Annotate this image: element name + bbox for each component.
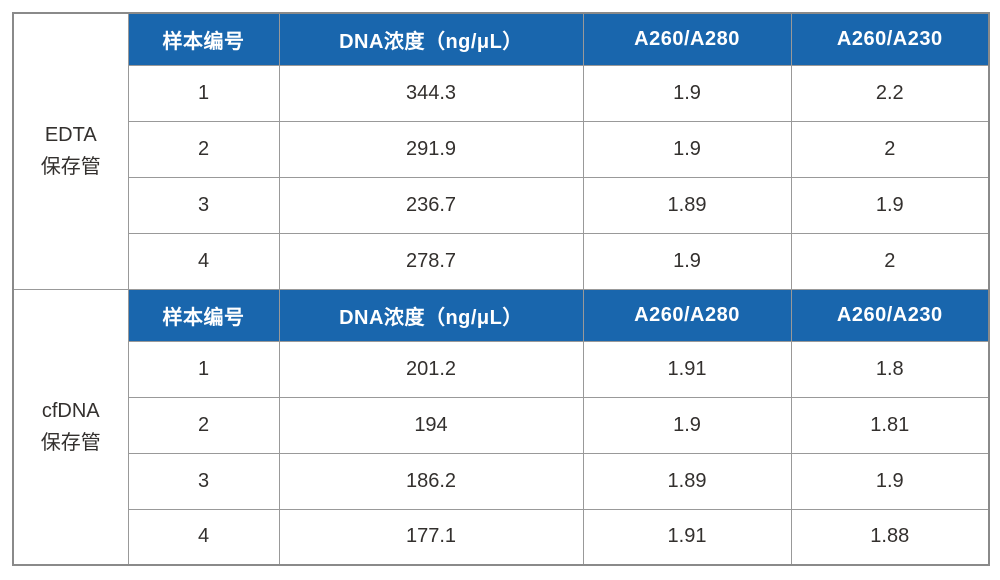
- cell-dna-concentration: 201.2: [278, 340, 584, 398]
- section-label-cfdna: cfDNA 保存管: [12, 288, 129, 566]
- table-row: 3 186.2 1.89 1.9: [13, 452, 990, 510]
- cell-a260-a280: 1.89: [582, 452, 792, 510]
- table-row: 1 344.3 1.9 2.2: [13, 64, 990, 122]
- cell-a260-a280: 1.91: [582, 508, 792, 566]
- cell-a260-a280: 1.9: [582, 64, 792, 122]
- column-header-dna-concentration: DNA浓度（ng/μL）: [278, 12, 584, 66]
- table-row: 2 291.9 1.9 2: [13, 120, 990, 178]
- cell-dna-concentration: 177.1: [278, 508, 584, 566]
- column-header-sample-id: 样本编号: [127, 12, 280, 66]
- cell-dna-concentration: 186.2: [278, 452, 584, 510]
- cell-sample-id: 2: [127, 120, 280, 178]
- cell-sample-id: 4: [127, 232, 280, 290]
- column-header-a260-a230: A260/A230: [790, 12, 990, 66]
- cell-sample-id: 1: [127, 340, 280, 398]
- column-header-a260-a280: A260/A280: [582, 288, 792, 342]
- cell-sample-id: 3: [127, 452, 280, 510]
- section-label-line: cfDNA: [41, 399, 100, 422]
- cell-a260-a230: 1.8: [790, 340, 990, 398]
- section-label-line: EDTA: [44, 124, 97, 147]
- cell-a260-a280: 1.91: [582, 340, 792, 398]
- cell-a260-a280: 1.9: [582, 396, 792, 454]
- cell-sample-id: 1: [127, 64, 280, 122]
- cell-dna-concentration: 278.7: [278, 232, 584, 290]
- column-header-a260-a230: A260/A230: [790, 288, 990, 342]
- cell-a260-a280: 1.9: [582, 120, 792, 178]
- cell-a260-a230: 2.2: [790, 64, 990, 122]
- column-header-dna-concentration: DNA浓度（ng/μL）: [278, 288, 584, 342]
- section-label-line: 保存管: [40, 156, 101, 179]
- cell-a260-a230: 2: [790, 120, 990, 178]
- table-row: 4 278.7 1.9 2: [13, 232, 990, 290]
- table-row: 4 177.1 1.91 1.88: [13, 508, 990, 566]
- column-header-sample-id: 样本编号: [127, 288, 280, 342]
- table-row: 1 201.2 1.91 1.8: [13, 340, 990, 398]
- table-header-row: EDTA 保存管 样本编号 DNA浓度（ng/μL） A260/A280 A26…: [12, 12, 990, 290]
- cell-sample-id: 3: [127, 176, 280, 234]
- cell-sample-id: 4: [127, 508, 280, 566]
- cell-a260-a230: 2: [790, 232, 990, 290]
- cell-a260-a280: 1.9: [582, 232, 792, 290]
- cell-a260-a230: 1.88: [790, 508, 990, 566]
- cell-dna-concentration: 344.3: [278, 64, 584, 122]
- cell-dna-concentration: 194: [278, 396, 584, 454]
- column-header-a260-a280: A260/A280: [582, 12, 792, 66]
- section-label-edta: EDTA 保存管: [12, 12, 129, 290]
- table-header-row: cfDNA 保存管 样本编号 DNA浓度（ng/μL） A260/A280 A2…: [12, 288, 990, 566]
- table-row: 2 194 1.9 1.81: [13, 396, 990, 454]
- cell-a260-a230: 1.9: [790, 176, 990, 234]
- cell-sample-id: 2: [127, 396, 280, 454]
- section-label-line: 保存管: [40, 431, 101, 454]
- cell-a260-a230: 1.9: [790, 452, 990, 510]
- table-row: 3 236.7 1.89 1.9: [13, 176, 990, 234]
- dna-quality-table: EDTA 保存管 样本编号 DNA浓度（ng/μL） A260/A280 A26…: [12, 12, 990, 566]
- cell-dna-concentration: 291.9: [278, 120, 584, 178]
- cell-a260-a230: 1.81: [790, 396, 990, 454]
- cell-dna-concentration: 236.7: [278, 176, 584, 234]
- cell-a260-a280: 1.89: [582, 176, 792, 234]
